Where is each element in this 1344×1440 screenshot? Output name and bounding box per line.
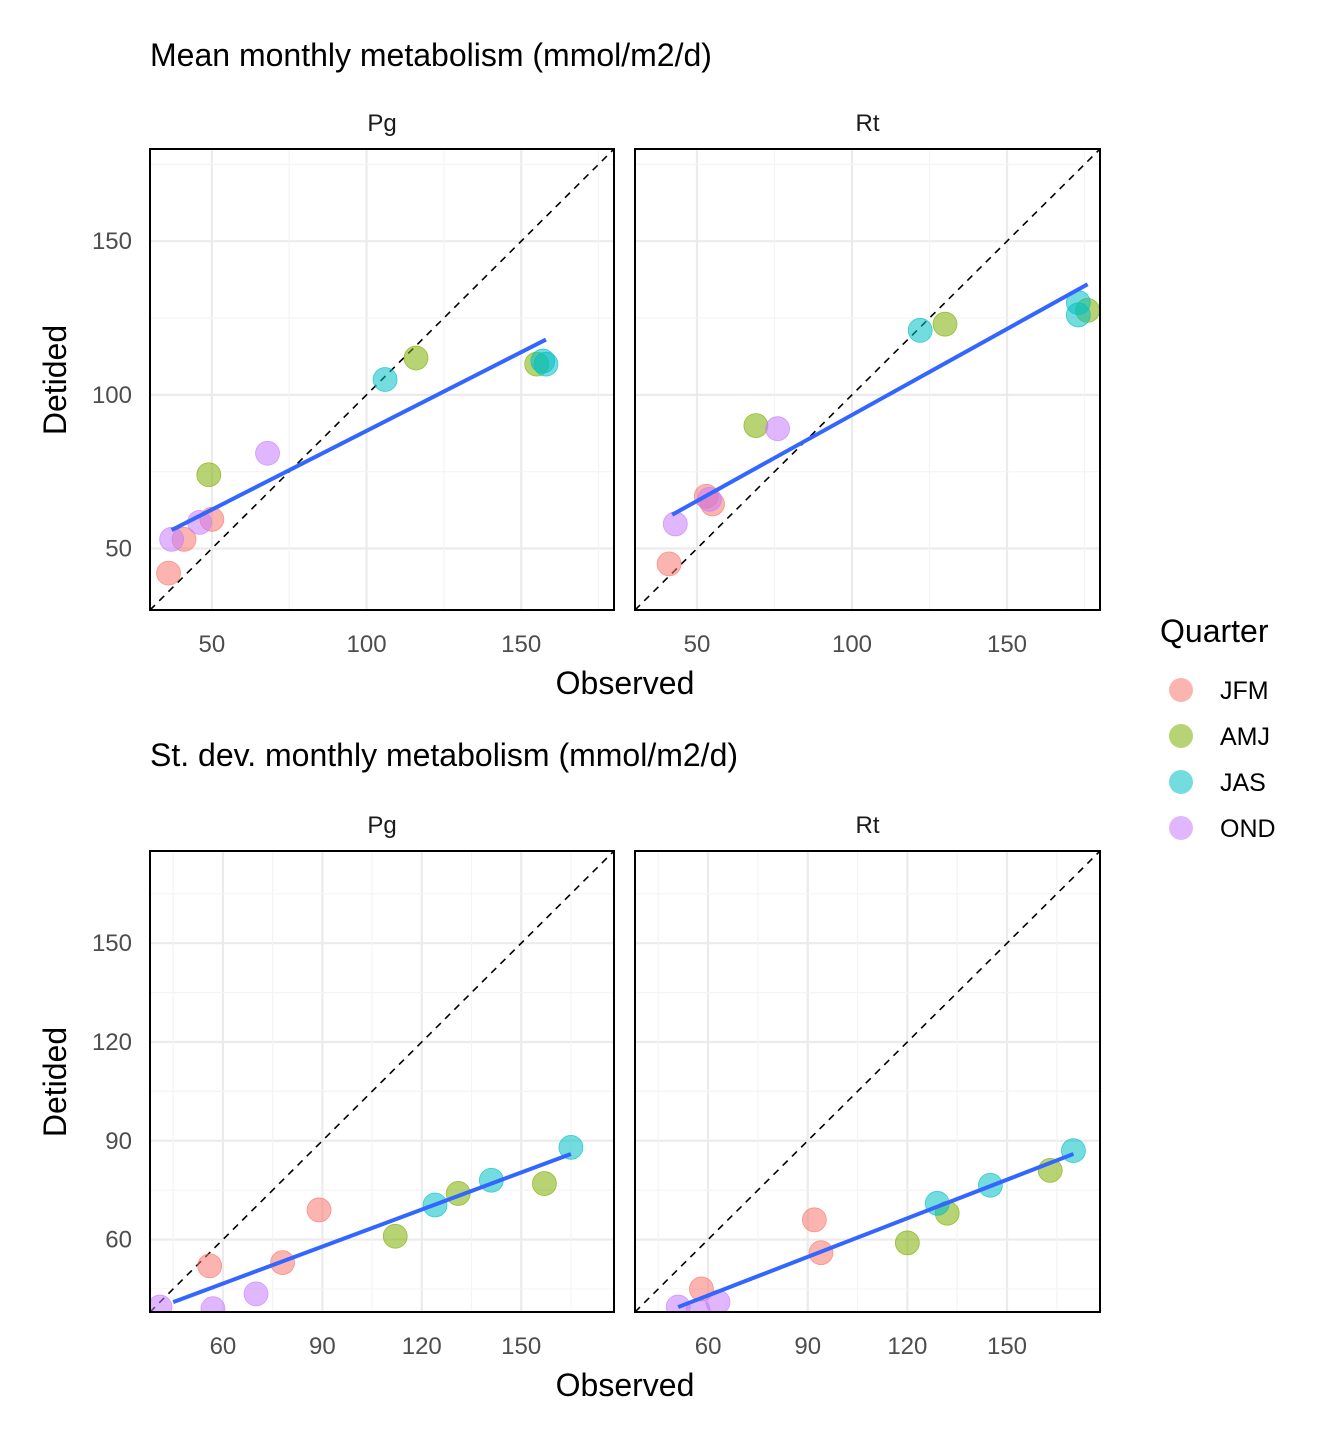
- y-axis-label-sd: Detided: [37, 1027, 73, 1137]
- x-tick-label: 150: [987, 1333, 1027, 1360]
- panel-frame-mean-pg: [149, 148, 615, 611]
- facet-label-mean-rt: Rt: [856, 110, 880, 137]
- legend-label-jas: JAS: [1220, 769, 1266, 797]
- y-tick-label: 120: [92, 1029, 132, 1056]
- reference-line-sd-pg: [149, 850, 615, 1313]
- data-point-ond: [200, 1296, 226, 1312]
- x-tick-label: 50: [684, 631, 711, 658]
- data-point-amj: [743, 413, 769, 439]
- fit-line-sd-pg: [172, 1152, 572, 1304]
- fit-line-mean-pg: [170, 337, 547, 532]
- data-point-ond: [765, 416, 790, 442]
- x-tick-label: 90: [309, 1333, 336, 1360]
- x-tick-label: 120: [887, 1333, 927, 1360]
- x-tick-label: 50: [199, 631, 226, 658]
- legend-item-jfm: JFM: [1169, 677, 1269, 705]
- plot-title-mean: Mean monthly metabolism (mmol/m2/d): [150, 37, 712, 73]
- legend-title: Quarter: [1160, 613, 1269, 649]
- data-point-amj: [532, 1171, 557, 1196]
- facet-label-sd-pg: Pg: [367, 812, 396, 839]
- x-tick-label: 90: [794, 1333, 821, 1360]
- y-axis-label-mean: Detided: [37, 325, 73, 435]
- x-tick-label: 60: [695, 1333, 722, 1360]
- data-point-jas: [907, 317, 933, 343]
- data-point-amj: [382, 1223, 408, 1249]
- legend-key-amj: [1169, 724, 1193, 748]
- legend-item-amj: AMJ: [1169, 723, 1270, 751]
- legend-item-jas: JAS: [1169, 769, 1266, 797]
- data-point-amj: [932, 311, 958, 337]
- panel-frame-sd-pg: [149, 850, 615, 1313]
- marks-layer: [149, 148, 1101, 1313]
- facet-label-mean-pg: Pg: [367, 110, 396, 137]
- fit-line-sd-rt: [677, 1152, 1075, 1309]
- legend-key-ond: [1169, 816, 1193, 840]
- data-point-jfm: [306, 1197, 332, 1223]
- data-point-jas: [1065, 302, 1091, 328]
- data-point-jfm: [801, 1207, 827, 1233]
- points-mean-rt: [656, 290, 1100, 577]
- legend-item-ond: OND: [1169, 815, 1276, 843]
- legend-label-amj: AMJ: [1220, 723, 1270, 751]
- data-point-jfm: [156, 560, 181, 586]
- fit-line-mean-rt: [671, 282, 1089, 517]
- plot-title-sd: St. dev. monthly metabolism (mmol/m2/d): [150, 737, 738, 773]
- legend: Quarter JFM AMJ JAS OND: [1160, 613, 1276, 843]
- panel-frame-sd-rt: [634, 850, 1101, 1313]
- data-point-amj: [196, 462, 222, 488]
- points-sd-pg: [150, 1134, 584, 1312]
- y-tick-label: 150: [92, 228, 132, 255]
- text-layer: Pg 50 100 150 50 100 150 Rt 50 100 150 Pg 60 90 120 150…: [92, 110, 1027, 1360]
- y-tick-label: 150: [92, 930, 132, 957]
- x-tick-label: 120: [402, 1333, 442, 1360]
- data-point-jas: [533, 351, 559, 377]
- data-point-amj: [403, 345, 429, 371]
- data-point-jas: [372, 367, 398, 392]
- legend-label-ond: OND: [1220, 815, 1276, 843]
- grid-layer: [150, 149, 1100, 1312]
- x-tick-label: 100: [347, 631, 387, 658]
- data-point-ond: [243, 1281, 269, 1307]
- data-point-amj: [894, 1230, 920, 1256]
- reference-line-sd-rt: [634, 850, 1101, 1313]
- facet-label-sd-rt: Rt: [856, 812, 880, 839]
- panel-frame-mean-rt: [634, 148, 1101, 611]
- y-tick-label: 50: [105, 536, 132, 563]
- legend-key-jfm: [1169, 678, 1193, 702]
- data-point-ond: [662, 511, 688, 537]
- x-tick-label: 100: [832, 631, 872, 658]
- data-point-jas: [558, 1134, 584, 1160]
- x-tick-label: 150: [987, 631, 1027, 658]
- points-mean-pg: [156, 345, 559, 586]
- y-tick-label: 60: [105, 1227, 132, 1254]
- legend-label-jfm: JFM: [1220, 677, 1269, 705]
- legend-key-jas: [1169, 770, 1193, 794]
- x-axis-label-sd: Observed: [556, 1367, 695, 1403]
- data-point-ond: [150, 1294, 173, 1312]
- data-point-ond: [255, 440, 280, 466]
- reference-line-mean-rt: [634, 148, 1101, 611]
- y-tick-label: 100: [92, 382, 132, 409]
- x-tick-label: 150: [501, 1333, 541, 1360]
- x-tick-label: 150: [501, 631, 541, 658]
- data-point-ond: [159, 526, 185, 552]
- y-tick-label: 90: [105, 1128, 132, 1155]
- x-tick-label: 60: [210, 1333, 237, 1360]
- data-point-jfm: [656, 551, 682, 577]
- x-axis-label-mean: Observed: [556, 665, 695, 701]
- data-point-jfm: [197, 1253, 223, 1279]
